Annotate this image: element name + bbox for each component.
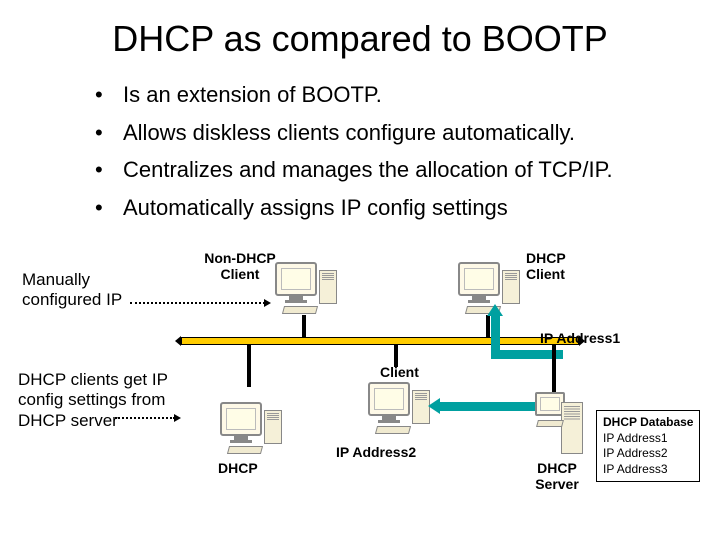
db-title: DHCP Database <box>603 415 693 431</box>
nondhcp-client-computer-icon <box>275 262 335 317</box>
network-bus-line <box>181 337 579 345</box>
dhcp-client-label: DHCP Client <box>526 250 586 282</box>
db-row: IP Address1 <box>603 431 693 447</box>
dhcp-lower-label: DHCP <box>218 460 258 476</box>
dhcp-server-label: DHCP Server <box>525 460 589 492</box>
dhcp-server-icon <box>535 392 581 456</box>
manual-config-label: Manually configured IP <box>22 270 152 311</box>
ip-address2-label: IP Address2 <box>336 444 416 460</box>
bullet-dot-icon: • <box>95 155 123 185</box>
ip-address1-label: IP Address1 <box>540 330 620 346</box>
dhcp-server-text: DHCP Server <box>535 460 579 492</box>
drop-line <box>552 345 556 393</box>
dotted-arrow-manual <box>130 302 265 304</box>
slide-title: DHCP as compared to BOOTP <box>0 0 720 80</box>
bullet-dot-icon: • <box>95 118 123 148</box>
dhcp-clients-label: DHCP clients get IP config settings from… <box>18 370 168 431</box>
bullet-dot-icon: • <box>95 80 123 110</box>
drop-line <box>302 315 306 337</box>
dhcp-database-box: DHCP Database IP Address1 IP Address2 IP… <box>596 410 700 482</box>
bullet-text: Automatically assigns IP config settings <box>123 193 508 223</box>
teal-arrow-head-icon <box>487 304 503 316</box>
bullet-text: Allows diskless clients configure automa… <box>123 118 575 148</box>
bullet-text: Is an extension of BOOTP. <box>123 80 382 110</box>
dhcp-lower-client-computer-icon <box>220 402 280 457</box>
bullet-item: • Allows diskless clients configure auto… <box>95 118 680 148</box>
bullet-item: • Is an extension of BOOTP. <box>95 80 680 110</box>
teal-arrow-vert <box>491 315 500 355</box>
drop-line <box>394 345 398 367</box>
dhcp-client-text: DHCP Client <box>526 250 586 282</box>
db-row: IP Address2 <box>603 446 693 462</box>
dotted-arrow-dhcp <box>115 417 175 419</box>
drop-line <box>486 315 490 337</box>
bullet-list: • Is an extension of BOOTP. • Allows dis… <box>0 80 720 223</box>
drop-line <box>247 345 251 387</box>
bullet-item: • Automatically assigns IP config settin… <box>95 193 680 223</box>
client-label: Client <box>380 364 419 380</box>
bullet-dot-icon: • <box>95 193 123 223</box>
diagram-area: Manually configured IP DHCP clients get … <box>0 262 720 540</box>
db-row: IP Address3 <box>603 462 693 478</box>
teal-arrow-head-icon <box>428 398 440 414</box>
bullet-text: Centralizes and manages the allocation o… <box>123 155 613 185</box>
bullet-item: • Centralizes and manages the allocation… <box>95 155 680 185</box>
client-computer-icon <box>368 382 428 437</box>
